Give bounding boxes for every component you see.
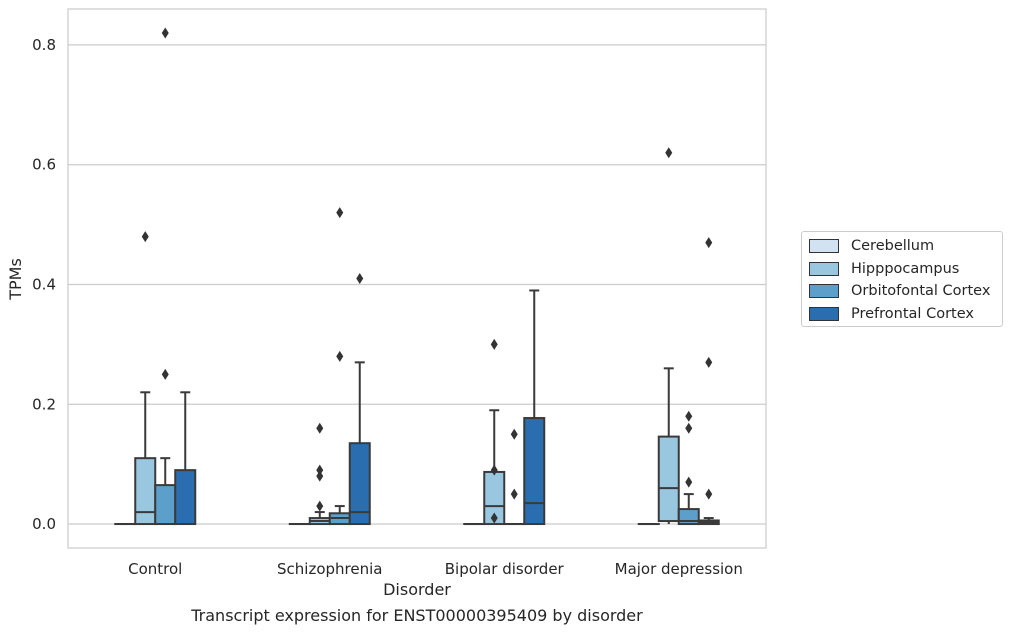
y-tick-0.0: 0.0 bbox=[32, 515, 56, 533]
outlier-point-0 bbox=[161, 368, 169, 380]
y-tick-0.2: 0.2 bbox=[32, 395, 56, 413]
legend-label-prefrontal: Prefrontal Cortex bbox=[851, 306, 974, 322]
outlier-point-2 bbox=[705, 237, 713, 249]
box-control-hipppocampus bbox=[134, 231, 157, 526]
legend: Cerebellum Hipppocampus Orbitofontal Cor… bbox=[801, 231, 1003, 327]
box-iqr bbox=[174, 469, 197, 526]
x-tick-bipolar-disorder: Bipolar disorder bbox=[445, 560, 565, 578]
outlier-point-1 bbox=[161, 27, 169, 39]
box-iqr bbox=[154, 484, 177, 526]
x-axis-label: Disorder bbox=[383, 580, 451, 599]
outlier-point-0 bbox=[490, 512, 498, 524]
legend-item-orbitofrontal: Orbitofontal Cortex bbox=[809, 282, 990, 300]
y-tick-0.6: 0.6 bbox=[32, 156, 56, 174]
chart: 0.0 0.2 0.4 0.6 0.8 Control Schizophrenia Bipo… bbox=[6, 8, 767, 599]
outlier-point-2 bbox=[316, 464, 324, 476]
box-control-prefrontal-cortex bbox=[174, 391, 197, 526]
outlier-point-0 bbox=[665, 147, 673, 159]
legend-label-cerebellum: Cerebellum bbox=[851, 238, 935, 254]
x-tick-schizophrenia: Schizophrenia bbox=[277, 560, 382, 578]
box-iqr bbox=[134, 457, 157, 526]
y-tick-0.8: 0.8 bbox=[32, 36, 56, 54]
legend-item-prefrontal: Prefrontal Cortex bbox=[809, 305, 974, 323]
outlier-point-1 bbox=[685, 422, 693, 434]
x-tick-major-depression: Major depression bbox=[615, 560, 743, 578]
box-iqr bbox=[657, 435, 680, 523]
outlier-point-2 bbox=[490, 338, 498, 350]
legend-swatch-orbitofrontal bbox=[809, 284, 839, 298]
legend-swatch-hippocampus bbox=[809, 262, 839, 276]
outlier-point-3 bbox=[316, 422, 324, 434]
outlier-point-2 bbox=[685, 410, 693, 422]
outlier-point-0 bbox=[316, 500, 324, 512]
outlier-point-0 bbox=[356, 273, 364, 284]
box-major-depression-orbitofontal-cortex bbox=[677, 410, 700, 526]
outlier-point-0 bbox=[510, 488, 518, 500]
box-iqr bbox=[348, 442, 371, 526]
plot-frame bbox=[67, 8, 767, 549]
legend-swatch-prefrontal bbox=[809, 307, 839, 321]
box-major-depression-prefrontal-cortex bbox=[697, 237, 720, 526]
legend-label-orbitofrontal: Orbitofontal Cortex bbox=[851, 283, 991, 299]
outlier-point-0 bbox=[336, 350, 344, 362]
legend-item-cerebellum: Cerebellum bbox=[809, 237, 934, 255]
box-plots bbox=[114, 27, 720, 526]
y-tick-0.4: 0.4 bbox=[32, 275, 56, 293]
y-axis-label: TPMs bbox=[6, 258, 25, 301]
box-schizophrenia-orbitofontal-cortex bbox=[328, 207, 351, 526]
outlier-point-1 bbox=[316, 470, 324, 482]
y-tick-labels: 0.0 0.2 0.4 0.6 0.8 bbox=[32, 36, 56, 533]
x-tick-control: Control bbox=[128, 560, 182, 578]
chart-caption: Transcript expression for ENST0000039540… bbox=[191, 606, 643, 625]
outlier-point-0 bbox=[685, 476, 693, 488]
outlier-point-1 bbox=[490, 464, 498, 476]
box-schizophrenia-hipppocampus bbox=[308, 422, 331, 526]
box-bipolar-disorder-prefrontal-cortex bbox=[523, 289, 546, 526]
x-tick-labels: Control Schizophrenia Bipolar disorder Majo… bbox=[128, 560, 743, 578]
legend-label-hippocampus: Hipppocampus bbox=[851, 261, 960, 277]
outlier-point-0 bbox=[141, 231, 149, 243]
legend-item-hippocampus: Hipppocampus bbox=[809, 260, 959, 278]
box-control-orbitofontal-cortex bbox=[154, 27, 177, 526]
box-bipolar-disorder-hipppocampus bbox=[483, 338, 506, 526]
box-bipolar-disorder-orbitofontal-cortex bbox=[503, 428, 526, 526]
box-schizophrenia-prefrontal-cortex bbox=[348, 273, 371, 526]
box-major-depression-hipppocampus bbox=[657, 147, 680, 525]
box-iqr bbox=[523, 417, 546, 526]
outlier-point-0 bbox=[705, 488, 713, 500]
outlier-point-1 bbox=[336, 207, 344, 219]
outlier-point-1 bbox=[510, 428, 518, 440]
outlier-point-1 bbox=[705, 356, 713, 368]
legend-swatch-cerebellum bbox=[809, 239, 839, 253]
